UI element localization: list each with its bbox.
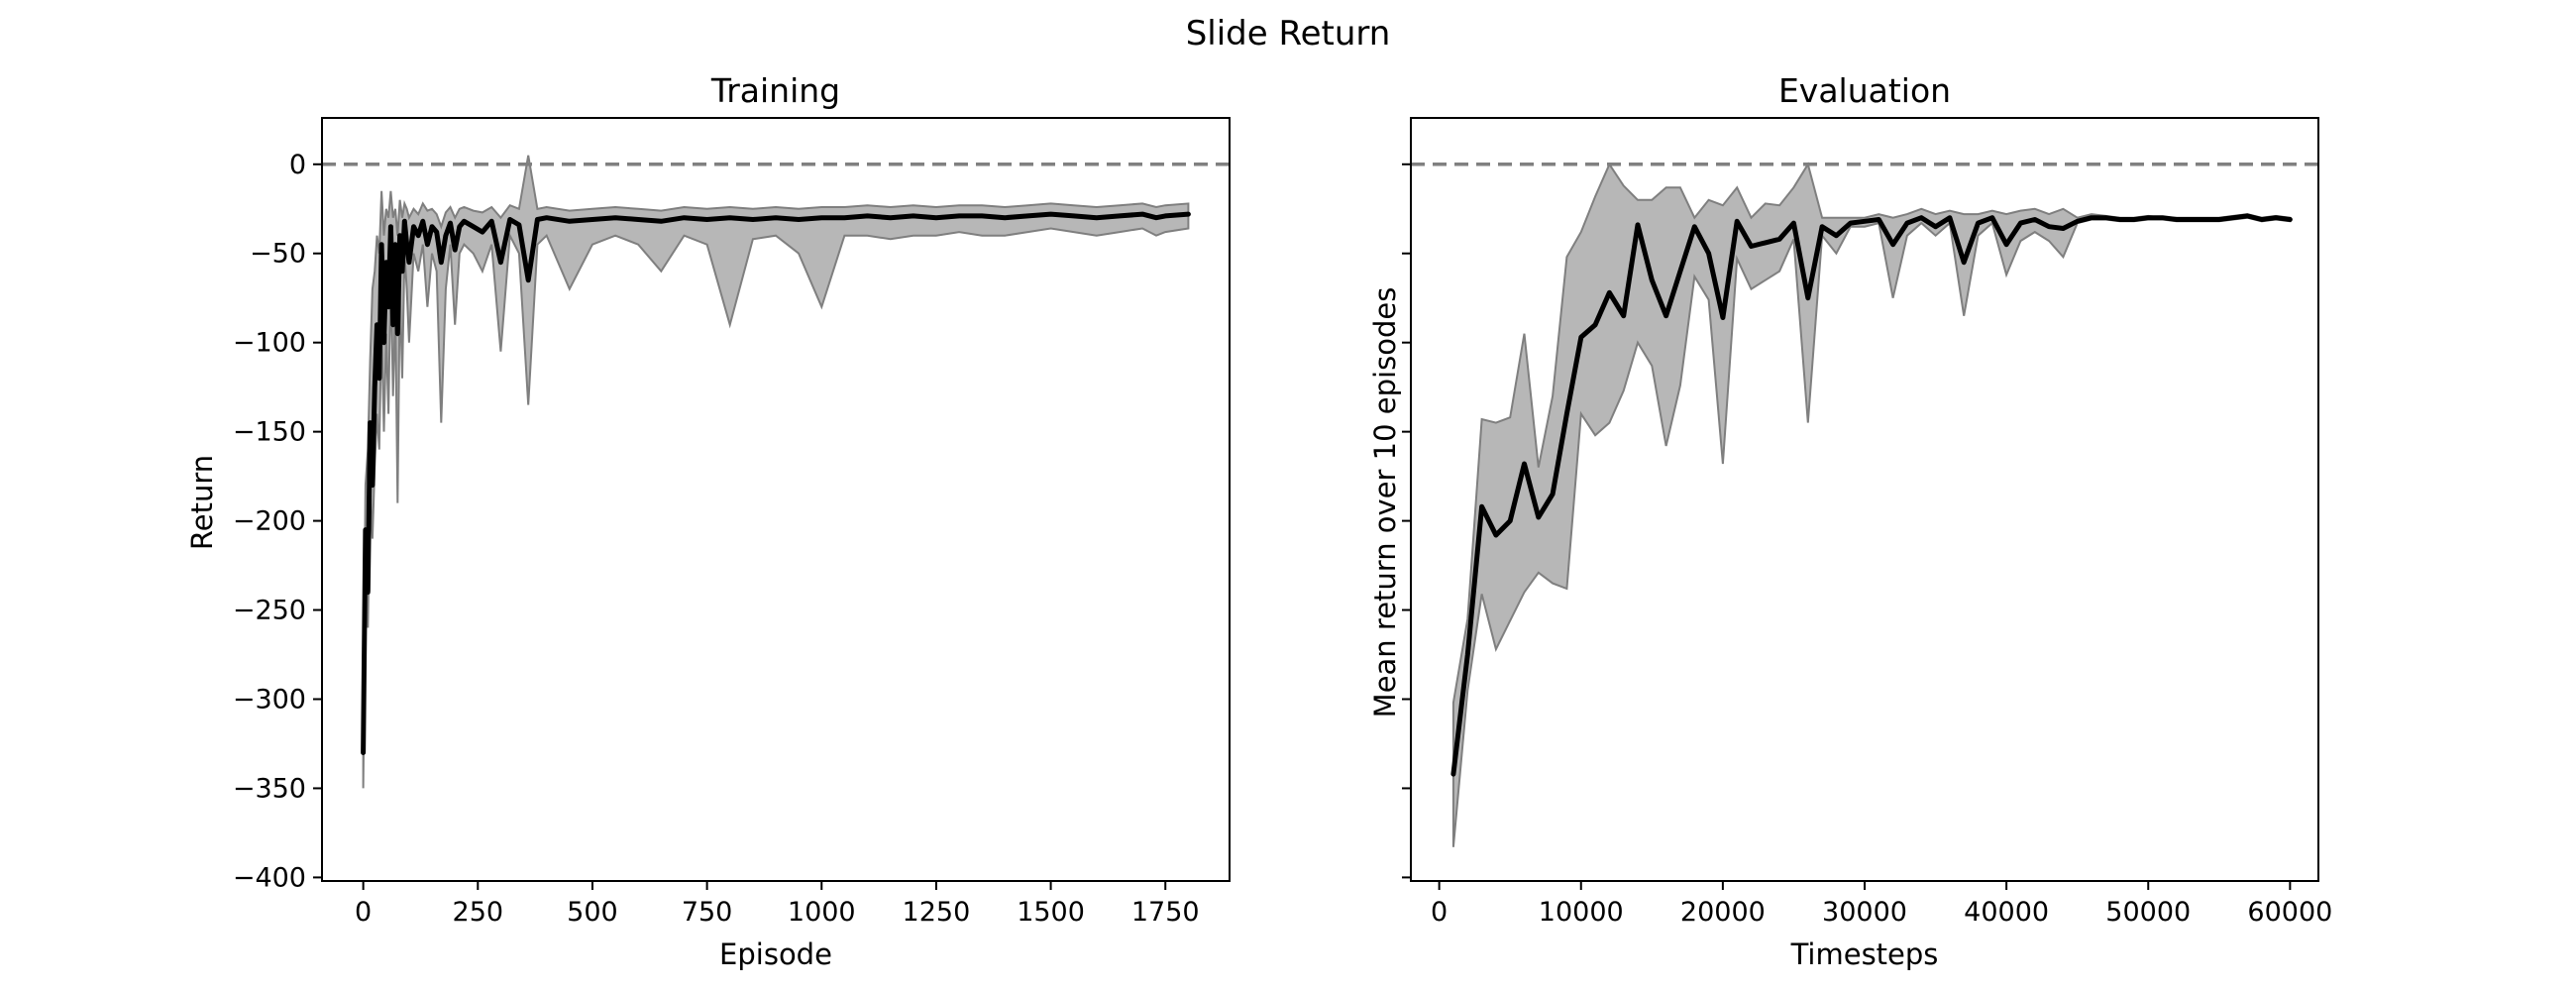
evaluation-band-0 bbox=[1451, 162, 2292, 847]
training-xtick-label: 750 bbox=[682, 897, 733, 928]
evaluation-ylabel: Mean return over 10 episodes bbox=[1368, 287, 1402, 718]
training-xlabel: Episode bbox=[719, 937, 832, 971]
figure-title: Slide Return bbox=[1186, 14, 1391, 54]
training-band-0 bbox=[362, 155, 1190, 789]
evaluation-plot-frame bbox=[1410, 117, 2319, 882]
evaluation-series-line-0 bbox=[1450, 213, 2293, 777]
training-ytick-label: −150 bbox=[233, 417, 306, 448]
training-ytick-label: −400 bbox=[233, 862, 306, 893]
training-plot-frame bbox=[321, 117, 1231, 882]
training-ytick-label: −350 bbox=[233, 773, 306, 804]
training-ytick-label: −300 bbox=[233, 684, 306, 715]
training-ytick-label: −100 bbox=[233, 328, 306, 359]
evaluation-panel: Evaluation Timesteps Mean return over 10… bbox=[1368, 71, 2332, 971]
evaluation-xtick-label: 40000 bbox=[1964, 897, 2049, 928]
training-xtick-label: 1250 bbox=[903, 897, 971, 928]
training-title: Training bbox=[710, 71, 840, 110]
training-ylabel: Return bbox=[185, 455, 219, 550]
training-xtick-label: 0 bbox=[355, 897, 372, 928]
training-ytick-label: 0 bbox=[289, 150, 306, 180]
training-ytick-label: −250 bbox=[233, 596, 306, 626]
evaluation-xlabel: Timesteps bbox=[1790, 937, 1939, 971]
training-marks: 0 250 500 750 1000 1250 1500 1750 0 −50 −100 −150 −2… bbox=[233, 150, 1230, 928]
evaluation-title: Evaluation bbox=[1778, 71, 1951, 110]
evaluation-xtick-label: 10000 bbox=[1539, 897, 1624, 928]
evaluation-xtick-label: 50000 bbox=[2105, 897, 2191, 928]
training-ytick-label: −200 bbox=[233, 506, 306, 537]
training-series-line-0 bbox=[361, 211, 1191, 755]
training-xtick-label: 500 bbox=[567, 897, 618, 928]
training-ytick-label: −50 bbox=[250, 239, 306, 270]
training-xtick-label: 1000 bbox=[788, 897, 856, 928]
evaluation-xtick-label: 20000 bbox=[1680, 897, 1766, 928]
evaluation-xtick-label: 60000 bbox=[2247, 897, 2332, 928]
evaluation-xtick-label: 30000 bbox=[1822, 897, 1907, 928]
training-panel: Training Episode Return 0 250 500 750 1000 12… bbox=[185, 71, 1231, 971]
training-xtick-label: 1750 bbox=[1131, 897, 1200, 928]
training-xtick-label: 1500 bbox=[1017, 897, 1085, 928]
training-xtick-label: 250 bbox=[453, 897, 504, 928]
evaluation-xtick-label: 0 bbox=[1431, 897, 1448, 928]
evaluation-marks: 0 10000 20000 30000 40000 50000 60000 bbox=[1402, 162, 2332, 928]
